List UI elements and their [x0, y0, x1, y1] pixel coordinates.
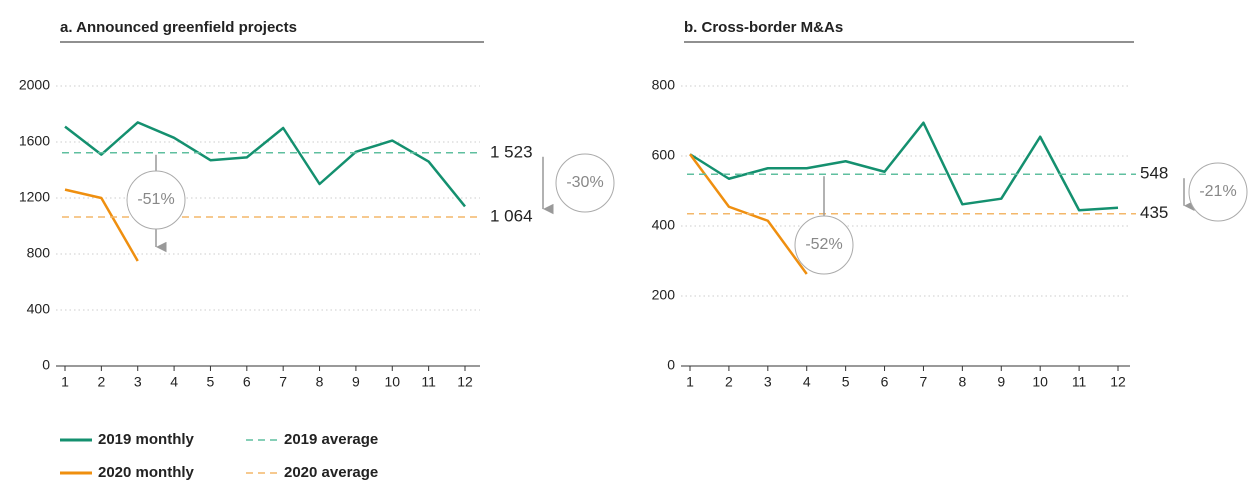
x-tick-label: 9 [997, 374, 1005, 390]
annotation: -21% [1199, 183, 1236, 200]
y-tick-label: 800 [652, 77, 676, 93]
x-tick-label: 3 [134, 374, 142, 390]
y-tick-label: 1200 [19, 189, 50, 205]
line-series [689, 121, 1119, 212]
annotation-circle [126, 170, 186, 230]
x-tick-label: 1 [61, 374, 69, 390]
legend-label: 2020 average [284, 464, 378, 481]
x-tick-label: 6 [243, 374, 251, 390]
x-tick-label: 9 [352, 374, 360, 390]
y-tick-label: 0 [667, 357, 675, 373]
annotation-circle [555, 153, 615, 213]
line-series [64, 188, 139, 262]
y-tick-label: 0 [42, 357, 50, 373]
x-tick-label: 3 [764, 374, 772, 390]
x-tick-label: 10 [384, 374, 400, 390]
annotation: -30% [566, 174, 603, 191]
y-tick-label: 400 [27, 301, 51, 317]
average-label: 548 [1140, 164, 1168, 183]
y-tick-label: 600 [652, 147, 676, 163]
x-tick-label: 2 [97, 374, 105, 390]
x-tick-label: 8 [316, 374, 324, 390]
x-tick-label: 5 [842, 374, 850, 390]
y-tick-label: 1600 [19, 133, 50, 149]
y-tick-label: 800 [27, 245, 51, 261]
x-tick-label: 2 [725, 374, 733, 390]
x-tick-label: 4 [170, 374, 178, 390]
annotation: -51% [137, 191, 174, 208]
x-tick-label: 7 [279, 374, 287, 390]
annotation: -52% [805, 236, 842, 253]
y-tick-label: 2000 [19, 77, 50, 93]
average-label: 1 064 [490, 207, 533, 226]
legend-label: 2019 average [284, 431, 378, 448]
y-tick-label: 400 [652, 217, 676, 233]
y-tick-label: 200 [652, 287, 676, 303]
legend-label: 2019 monthly [98, 431, 195, 448]
line-series [64, 121, 466, 208]
x-tick-label: 4 [803, 374, 811, 390]
x-tick-label: 12 [457, 374, 473, 390]
chart-title: b. Cross-border M&As [684, 19, 843, 36]
x-tick-label: 10 [1032, 374, 1048, 390]
x-tick-label: 11 [1072, 374, 1087, 390]
average-label: 435 [1140, 203, 1168, 222]
x-tick-label: 5 [207, 374, 215, 390]
x-tick-label: 6 [881, 374, 889, 390]
annotation-circle [794, 215, 854, 275]
x-tick-label: 7 [920, 374, 928, 390]
legend-label: 2020 monthly [98, 464, 195, 481]
x-tick-label: 1 [686, 374, 694, 390]
x-tick-label: 8 [958, 374, 966, 390]
x-tick-label: 11 [421, 374, 436, 390]
annotation-circle [1188, 162, 1248, 222]
chart-title: a. Announced greenfield projects [60, 19, 297, 36]
average-label: 1 523 [490, 142, 533, 161]
x-tick-label: 12 [1110, 374, 1126, 390]
